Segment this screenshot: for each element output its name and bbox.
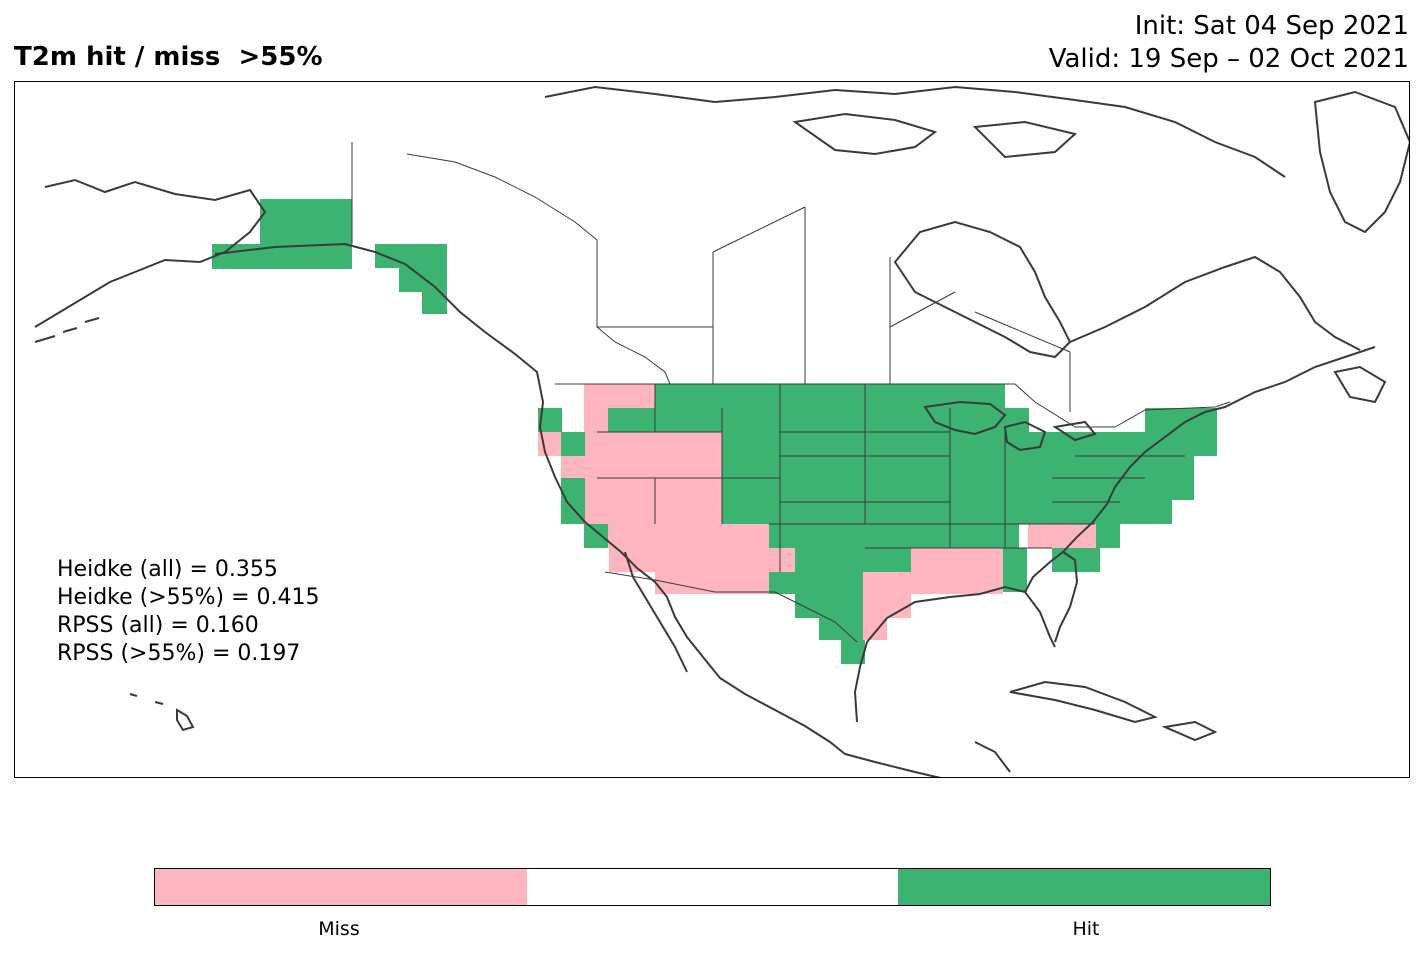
hit-cell [1096, 524, 1120, 548]
us-mexico-border [604, 571, 858, 643]
colorbar-hit [898, 869, 1271, 905]
hudson-bay [893, 220, 1072, 359]
miss-cell [584, 408, 608, 432]
aleutian-islands [34, 317, 100, 343]
grid-cells [212, 199, 1217, 664]
alaska-coast [34, 178, 267, 328]
arctic-islands [544, 85, 1286, 178]
coastlines [34, 85, 1409, 777]
hit-cell [819, 618, 863, 640]
date-info: Init: Sat 04 Sep 2021 Valid: 19 Sep – 02… [1049, 10, 1409, 76]
rpss-all: RPSS (all) = 0.160 [57, 613, 259, 638]
miss-cell [609, 548, 795, 572]
hit-cell [769, 572, 863, 594]
canada-provinces [406, 153, 1071, 412]
map-title: T2m hit / miss >55% [14, 42, 323, 72]
valid-period: Valid: 19 Sep – 02 Oct 2021 [1048, 44, 1409, 74]
colorbar-miss [155, 869, 527, 905]
hit-cell [422, 292, 447, 314]
hit-cell [769, 524, 1019, 548]
miss-cell [863, 572, 1003, 594]
miss-cell [605, 524, 769, 548]
hit-cell [1003, 548, 1027, 592]
hit-cell [399, 268, 447, 292]
colorbar-miss-label: Miss [318, 918, 360, 940]
baja-coast [624, 551, 688, 673]
heidke-all: Heidke (all) = 0.355 [57, 557, 278, 582]
hispaniola [1161, 720, 1218, 742]
atlantic-coast [1062, 346, 1376, 553]
init-date: Init: Sat 04 Sep 2021 [1134, 11, 1409, 41]
gulf-coast [853, 585, 1056, 723]
miss-cell [911, 548, 1003, 572]
miss-cell [655, 572, 795, 594]
heidke-55: Heidke (>55%) = 0.415 [57, 585, 320, 610]
miss-cell [584, 478, 722, 524]
hit-cell [655, 384, 1005, 432]
greenland [1313, 90, 1409, 234]
newfoundland [1333, 365, 1387, 404]
miss-cell [863, 618, 887, 640]
map-panel [14, 81, 1410, 778]
colorbar-hit-label: Hit [1072, 918, 1100, 940]
hit-cell [795, 548, 911, 572]
great-lakes [923, 400, 1097, 452]
labrador-coast [1069, 255, 1361, 351]
hit-cell [608, 408, 632, 432]
hit-cell [1170, 456, 1194, 478]
rpss-55: RPSS (>55%) = 0.197 [57, 641, 301, 666]
colorbar-neutral [526, 869, 899, 905]
hit-cell [795, 594, 863, 618]
hit-cell [584, 524, 608, 548]
miss-cell [584, 384, 655, 408]
colorbar [154, 868, 1271, 906]
hit-cell [632, 408, 656, 432]
hit-cell [561, 432, 585, 456]
skill-scores: Heidke (all) = 0.355 Heidke (>55%) = 0.4… [57, 556, 320, 668]
pacific-coast [214, 242, 846, 755]
central-america [844, 741, 1011, 777]
map-canvas [34, 85, 1409, 777]
miss-cell [561, 456, 722, 478]
us-canada-border [555, 383, 1231, 428]
cuba [1009, 680, 1158, 724]
political-borders [351, 142, 1231, 643]
us-state-lines [597, 384, 1185, 572]
arctic-islands-2 [792, 112, 1078, 159]
hit-cell [1170, 478, 1194, 500]
hawaii [129, 693, 195, 732]
florida [1024, 550, 1079, 643]
hit-cell [1005, 408, 1029, 432]
hit-cell [212, 244, 260, 269]
hit-cell [260, 199, 352, 269]
miss-cell [863, 594, 911, 618]
